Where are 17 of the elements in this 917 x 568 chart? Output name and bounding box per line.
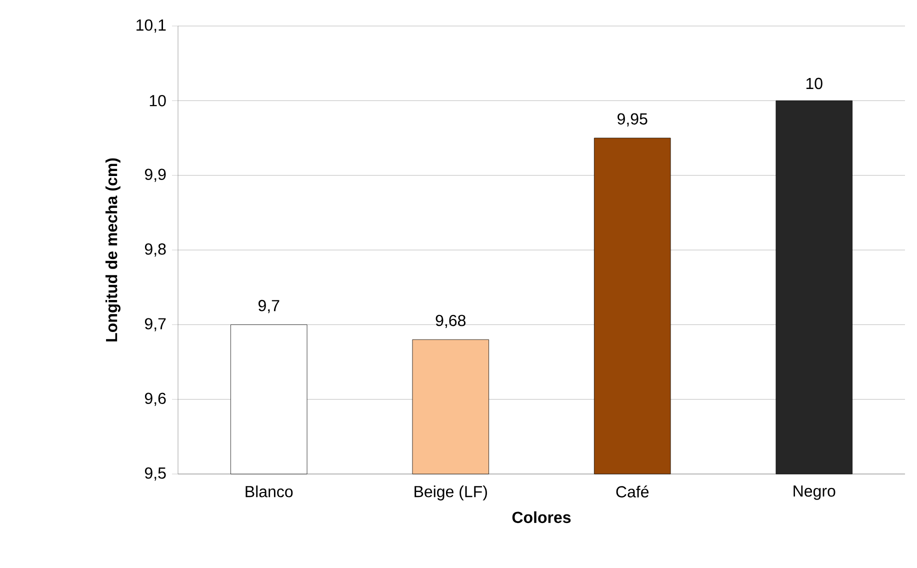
y-tick-label: 9,9: [144, 168, 166, 182]
y-tick-label: 9,7: [144, 318, 166, 332]
y-tick-label: 9,8: [144, 243, 166, 257]
x-tick-label: Negro: [794, 486, 836, 500]
y-axis-title: Longitud de mecha (cm): [105, 158, 120, 342]
x-tick-label: Café: [616, 486, 649, 498]
y-tick-label: 9,6: [144, 392, 166, 406]
y-tick-label: 10,1: [136, 19, 166, 33]
data-label: 9,95: [618, 113, 648, 126]
x-tick-label: Beige (LF): [414, 486, 487, 500]
y-tick-label: 10: [150, 95, 166, 106]
x-axis-title: Colores: [512, 511, 571, 524]
data-label: 9,68: [436, 314, 466, 328]
data-label: 9,7: [258, 300, 280, 314]
x-tick-label: Blanco: [246, 486, 293, 498]
y-tick-label: 9,5: [144, 467, 166, 481]
data-label: 10: [806, 78, 822, 90]
